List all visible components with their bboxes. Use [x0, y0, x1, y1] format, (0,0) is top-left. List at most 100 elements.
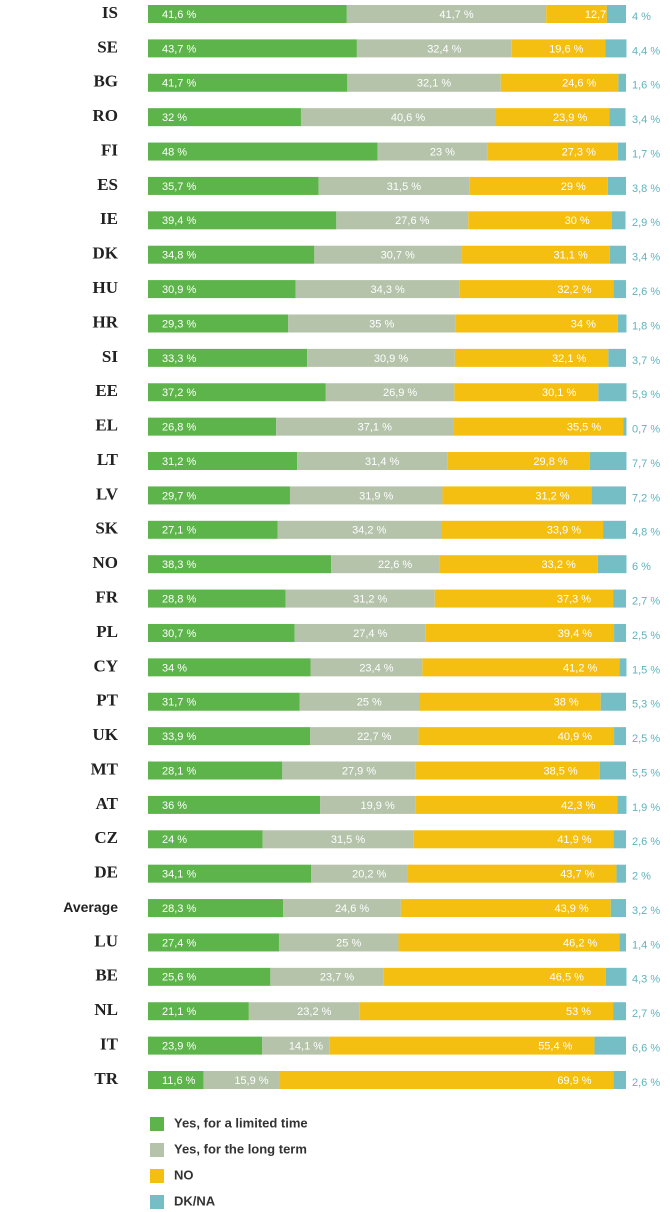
value-label: 43,9 %	[554, 903, 588, 915]
value-label: 27,1 %	[162, 525, 196, 537]
value-label: 23,9 %	[162, 1041, 196, 1053]
bar-segment	[598, 383, 627, 402]
bar-segment	[148, 761, 283, 780]
category-label: IT	[100, 1035, 119, 1054]
value-label: 41,7 %	[439, 9, 473, 21]
bar-segment	[605, 967, 627, 986]
bar-segment	[600, 692, 626, 711]
bar-segment	[148, 5, 347, 23]
bar-segment	[295, 280, 460, 299]
bar-segment	[148, 555, 332, 574]
bar-segment	[415, 761, 600, 780]
value-label: 55,4 %	[538, 1041, 572, 1053]
bar-segment	[425, 623, 615, 642]
category-label: CY	[93, 656, 118, 675]
value-label: 31,2 %	[162, 456, 196, 468]
bar-segment	[613, 1002, 626, 1021]
bar-segment	[148, 589, 286, 608]
value-label: 1,4 %	[632, 939, 660, 951]
value-label: 30 %	[565, 215, 590, 227]
value-label: 3,2 %	[632, 905, 660, 917]
value-label: 32,1 %	[417, 78, 451, 90]
bar-segment	[611, 211, 626, 230]
category-label: LU	[94, 931, 118, 950]
bar-segment	[148, 142, 378, 161]
bar-segment	[270, 967, 384, 986]
value-label: 30,9 %	[374, 353, 408, 365]
bar-segment	[294, 623, 426, 642]
category-label: SE	[97, 37, 118, 56]
bar-segment	[500, 73, 619, 92]
value-label: 31,4 %	[365, 456, 399, 468]
bar-segment	[318, 176, 470, 195]
legend-swatch	[150, 1169, 164, 1183]
bar-segment	[617, 142, 626, 161]
value-label: 25 %	[336, 937, 361, 949]
bar-segment	[148, 795, 321, 814]
bar-segment	[434, 589, 614, 608]
bar-segment	[610, 899, 626, 918]
bar-segment	[594, 1036, 626, 1055]
bar-segment	[148, 245, 315, 264]
bar-segment	[148, 1036, 263, 1055]
category-label: AT	[96, 794, 119, 813]
value-label: 27,3 %	[562, 146, 596, 158]
value-label: 24,6 %	[335, 903, 369, 915]
bar-segment	[300, 108, 496, 127]
value-label: 36 %	[162, 800, 187, 812]
value-label: 25 %	[357, 697, 382, 709]
bar-segment	[310, 727, 419, 746]
value-label: 7,2 %	[632, 492, 660, 504]
category-label: LV	[96, 484, 119, 503]
bar-segment	[307, 348, 455, 367]
bar-segment	[469, 176, 608, 195]
value-label: 0,7 %	[632, 424, 660, 436]
value-label: 29,8 %	[533, 456, 567, 468]
bar-segment	[623, 417, 627, 436]
bar-segment	[148, 520, 278, 539]
value-label: 2,9 %	[632, 217, 660, 229]
value-label: 38,5 %	[543, 765, 577, 777]
value-label: 23,9 %	[553, 112, 587, 124]
value-label: 1,5 %	[632, 664, 660, 676]
value-label: 31,1 %	[553, 250, 587, 262]
bar-segment	[148, 211, 337, 230]
category-label: NL	[94, 1000, 118, 1019]
bar-segment	[278, 933, 399, 952]
value-label: 19,6 %	[549, 43, 583, 55]
value-label: 3,7 %	[632, 355, 660, 367]
value-label: 23,4 %	[359, 662, 393, 674]
value-label: 5,3 %	[632, 699, 660, 711]
bar-segment	[617, 314, 627, 333]
value-label: 23 %	[430, 146, 455, 158]
bar-segment	[617, 795, 627, 814]
bar-segment	[346, 5, 547, 23]
legend-label: Yes, for a limited time	[174, 1115, 308, 1130]
bar-segment	[495, 108, 610, 127]
bar-segment	[148, 692, 300, 711]
bar-segment	[400, 899, 611, 918]
bar-segment	[418, 727, 615, 746]
value-label: 40,9 %	[558, 731, 592, 743]
category-label: Average	[63, 899, 118, 915]
category-label: TR	[94, 1069, 118, 1088]
bar-segment	[377, 142, 488, 161]
value-label: 31,5 %	[331, 834, 365, 846]
bar-segment	[613, 830, 626, 849]
value-label: 4 %	[632, 11, 651, 23]
bar-segment	[282, 761, 416, 780]
bar-segment	[148, 39, 357, 58]
value-label: 37,2 %	[162, 387, 196, 399]
value-label: 37,1 %	[358, 422, 392, 434]
value-label: 33,2 %	[542, 559, 576, 571]
bar-segment	[148, 176, 319, 195]
bar-segment	[441, 520, 604, 539]
value-label: 31,2 %	[353, 593, 387, 605]
value-label: 2,5 %	[632, 630, 660, 642]
legend-swatch	[150, 1117, 164, 1131]
value-label: 32,2 %	[557, 284, 591, 296]
bar-segment	[511, 39, 606, 58]
value-label: 39,4 %	[162, 215, 196, 227]
value-label: 30,1 %	[542, 387, 576, 399]
category-label: UK	[93, 725, 119, 744]
